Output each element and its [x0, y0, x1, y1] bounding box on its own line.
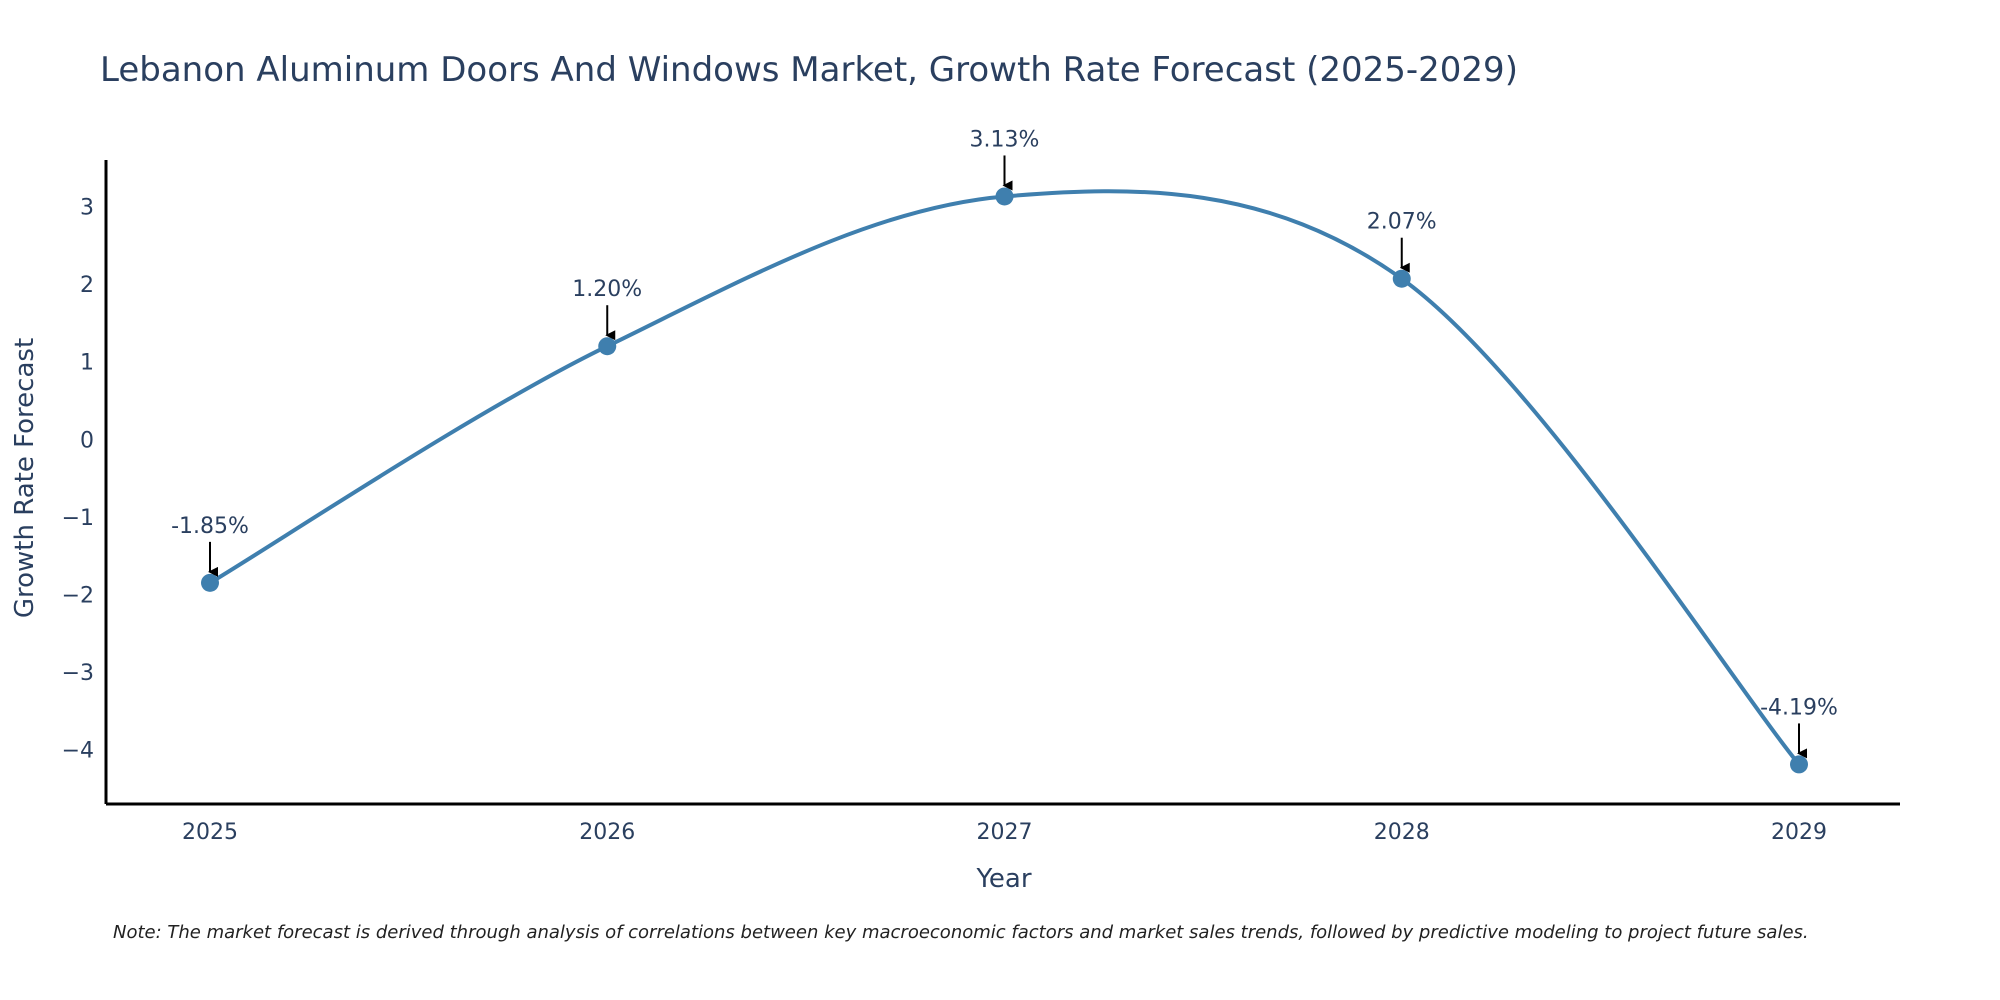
- data-point-2027: [995, 187, 1014, 206]
- data-label-2026: 1.20%: [572, 277, 642, 302]
- data-annotations: -1.85% 1.20% 3.13% 2.07% -4.19%: [171, 127, 1838, 759]
- series-line: [208, 189, 1801, 766]
- data-label-2028: 2.07%: [1367, 210, 1437, 235]
- y-tick-label: 1: [80, 351, 94, 376]
- y-tick-label: 0: [80, 428, 94, 453]
- y-tick-label: −1: [62, 506, 94, 531]
- x-axis-ticks: 2025 2026 2027 2028 2029: [182, 820, 1827, 845]
- y-tick-label: 2: [80, 273, 94, 298]
- data-label-2029: -4.19%: [1760, 695, 1838, 720]
- x-axis-title: Year: [975, 864, 1031, 894]
- x-tick-label: 2025: [182, 820, 238, 845]
- plot-area: 3 2 1 0 −1 −2 −3 −4 2025 2026 2027 2028 2029 -1.85%…: [62, 127, 1900, 845]
- x-tick-label: 2027: [977, 820, 1033, 845]
- data-point-2029: [1790, 755, 1808, 774]
- y-tick-label: 3: [80, 196, 94, 221]
- x-tick-label: 2026: [579, 820, 635, 845]
- footnote: Note: The market forecast is derived thr…: [113, 922, 1809, 943]
- y-axis-ticks: 3 2 1 0 −1 −2 −3 −4: [62, 196, 94, 764]
- y-tick-label: −2: [62, 584, 94, 609]
- y-tick-label: −3: [62, 661, 94, 686]
- chart-title: Lebanon Aluminum Doors And Windows Marke…: [100, 50, 1518, 90]
- data-markers: [201, 187, 1808, 774]
- x-tick-label: 2029: [1771, 820, 1827, 845]
- y-axis-title: Growth Rate Forecast: [10, 338, 40, 618]
- data-point-2026: [598, 337, 617, 356]
- data-label-2025: -1.85%: [171, 514, 249, 539]
- y-tick-label: −4: [62, 739, 94, 764]
- x-tick-label: 2028: [1374, 820, 1430, 845]
- data-point-2025: [201, 573, 219, 592]
- data-point-2028: [1392, 269, 1411, 288]
- data-label-2027: 3.13%: [970, 127, 1040, 152]
